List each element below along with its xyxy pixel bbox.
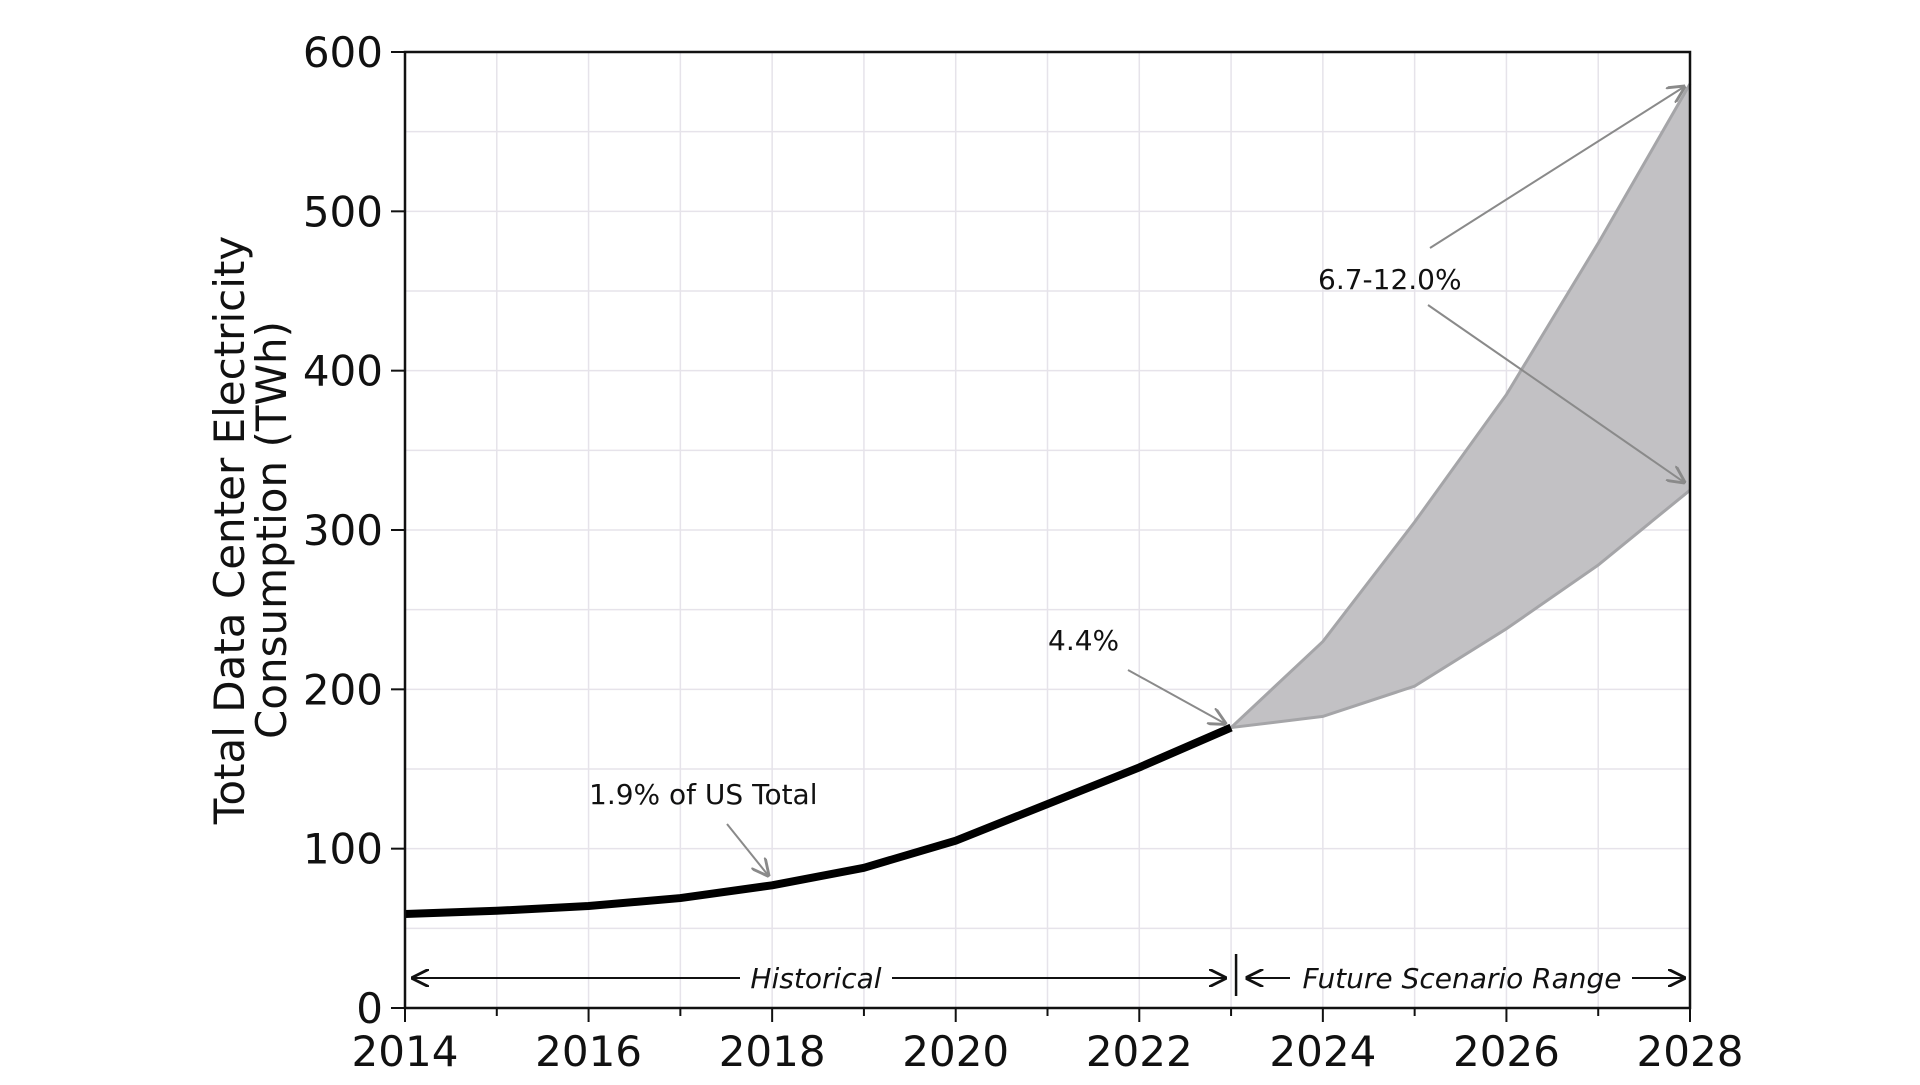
range-lower-edge [1230,489,1691,730]
current-share-arrow [1127,669,1225,724]
y-axis-title-line-1: Total Data Center Electricity [205,236,254,825]
x-tick-label: 2014 [352,1027,459,1076]
future-share-upper-arrow [1429,87,1684,249]
y-tick-label: 400 [303,347,383,396]
future-share-lower-arrow [1427,304,1684,482]
x-tick-label: 2026 [1453,1027,1560,1076]
future-scenario-range-area [1230,83,1692,730]
y-axis-title-line-2: Consumption (TWh) [247,321,296,739]
y-tick-label: 300 [303,506,383,555]
y-tick-label: 100 [303,825,383,874]
x-tick-label: 2016 [535,1027,642,1076]
y-tick-label: 0 [356,984,383,1033]
hist-share-arrow [726,823,768,875]
y-tick-label: 200 [303,665,383,714]
x-tick-label: 2018 [719,1027,826,1076]
historical-series-line [404,723,1233,918]
range-upper-edge [1230,83,1692,729]
x-tick-label: 2024 [1269,1027,1376,1076]
x-tick-label: 2022 [1086,1027,1193,1076]
annotations: 1.9% of US Total 4.4% 6.7-12.0% Historic… [413,87,1684,996]
range-fill [1231,83,1690,728]
historical-label: Historical [750,962,881,995]
axis-ticks: 2014 2016 2018 2020 2022 2024 2026 2028 0 100 200 3… [303,28,1744,1076]
hist-share-label: 1.9% of US Total [589,778,817,811]
x-tick-label: 2028 [1637,1027,1744,1076]
y-tick-label: 500 [303,187,383,236]
historical-consumption-line [404,723,1233,918]
x-tick-label: 2020 [902,1027,1009,1076]
future-range-label: Future Scenario Range [1302,962,1621,995]
current-share-label: 4.4% [1048,624,1119,657]
future-share-label: 6.7-12.0% [1318,263,1462,296]
y-tick-label: 600 [303,28,383,77]
